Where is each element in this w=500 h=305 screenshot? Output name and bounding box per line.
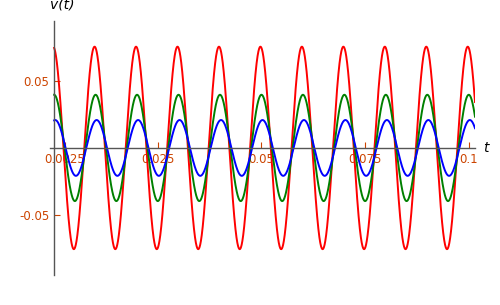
Text: v(t): v(t): [50, 0, 74, 11]
Text: t: t: [484, 141, 489, 155]
